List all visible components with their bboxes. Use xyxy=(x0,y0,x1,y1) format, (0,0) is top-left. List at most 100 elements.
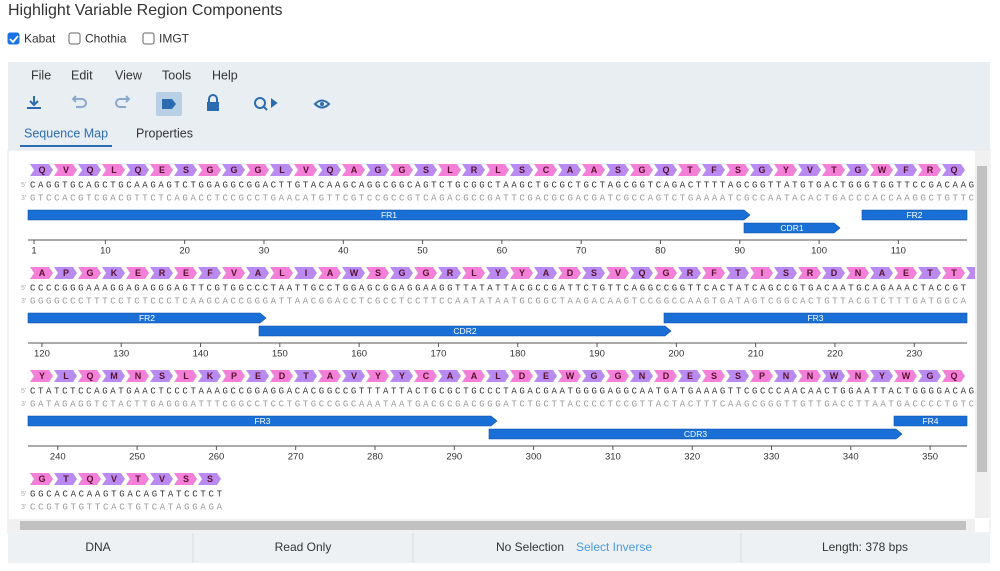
amino-acid[interactable] xyxy=(102,473,125,485)
amino-acid[interactable] xyxy=(78,370,101,382)
amino-acid[interactable] xyxy=(822,164,845,176)
amino-acid[interactable] xyxy=(726,370,749,382)
amino-acid[interactable] xyxy=(414,370,437,382)
amino-acid[interactable] xyxy=(150,164,173,176)
amino-acid[interactable] xyxy=(78,164,101,176)
amino-acid[interactable] xyxy=(126,164,149,176)
amino-acid[interactable] xyxy=(894,164,917,176)
amino-acid[interactable] xyxy=(126,473,149,485)
eye-icon[interactable] xyxy=(313,99,331,109)
amino-acid[interactable] xyxy=(966,267,989,279)
amino-acid[interactable] xyxy=(390,267,413,279)
amino-acid[interactable] xyxy=(78,267,101,279)
amino-acid[interactable] xyxy=(654,164,677,176)
amino-acid[interactable] xyxy=(366,267,389,279)
amino-acid[interactable] xyxy=(390,164,413,176)
amino-acid[interactable] xyxy=(534,370,557,382)
download-icon[interactable] xyxy=(27,96,41,109)
amino-acid[interactable] xyxy=(510,370,533,382)
menu-item[interactable]: View xyxy=(115,68,143,82)
amino-acid[interactable] xyxy=(606,267,629,279)
amino-acid[interactable] xyxy=(798,164,821,176)
amino-acid[interactable] xyxy=(510,164,533,176)
amino-acid[interactable] xyxy=(222,164,245,176)
amino-acid[interactable] xyxy=(126,370,149,382)
amino-acid[interactable] xyxy=(702,164,725,176)
amino-acid[interactable] xyxy=(222,267,245,279)
amino-acid[interactable] xyxy=(366,370,389,382)
amino-acid[interactable] xyxy=(774,370,797,382)
amino-acid[interactable] xyxy=(750,267,773,279)
amino-acid[interactable] xyxy=(294,164,317,176)
amino-acid[interactable] xyxy=(438,370,461,382)
amino-acid[interactable] xyxy=(870,164,893,176)
amino-acid[interactable] xyxy=(942,267,965,279)
amino-acid[interactable] xyxy=(102,267,125,279)
feature-arrow[interactable] xyxy=(488,428,903,440)
tab[interactable]: Sequence Map xyxy=(24,126,108,140)
amino-acid[interactable] xyxy=(174,370,197,382)
amino-acid[interactable] xyxy=(54,473,77,485)
amino-acid[interactable] xyxy=(630,267,653,279)
amino-acid[interactable] xyxy=(630,164,653,176)
amino-acid[interactable] xyxy=(942,370,965,382)
amino-acid[interactable] xyxy=(414,164,437,176)
amino-acid[interactable] xyxy=(654,267,677,279)
amino-acid[interactable] xyxy=(918,267,941,279)
amino-acid[interactable] xyxy=(198,164,221,176)
amino-acid[interactable] xyxy=(870,267,893,279)
amino-acid[interactable] xyxy=(270,164,293,176)
amino-acid[interactable] xyxy=(270,267,293,279)
tab[interactable]: Properties xyxy=(136,126,193,140)
amino-acid[interactable] xyxy=(798,267,821,279)
checkbox-label[interactable]: Kabat xyxy=(24,32,56,46)
amino-acid[interactable] xyxy=(798,370,821,382)
amino-acid[interactable] xyxy=(774,164,797,176)
amino-acid[interactable] xyxy=(270,370,293,382)
amino-acid[interactable] xyxy=(366,164,389,176)
menu-item[interactable]: Tools xyxy=(162,68,191,82)
feature-arrow[interactable] xyxy=(27,209,751,221)
amino-acid[interactable] xyxy=(750,370,773,382)
amino-acid[interactable] xyxy=(822,267,845,279)
amino-acid[interactable] xyxy=(534,267,557,279)
amino-acid[interactable] xyxy=(462,267,485,279)
select-inverse-link[interactable]: Select Inverse xyxy=(576,540,652,554)
amino-acid[interactable] xyxy=(174,164,197,176)
amino-acid[interactable] xyxy=(918,164,941,176)
amino-acid[interactable] xyxy=(678,267,701,279)
checkbox[interactable] xyxy=(142,32,155,45)
feature-arrow[interactable] xyxy=(743,222,841,234)
menu-item[interactable]: File xyxy=(31,68,51,82)
amino-acid[interactable] xyxy=(582,267,605,279)
amino-acid[interactable] xyxy=(54,370,77,382)
amino-acid[interactable] xyxy=(438,267,461,279)
feature-arrow[interactable] xyxy=(893,415,968,427)
amino-acid[interactable] xyxy=(342,370,365,382)
amino-acid[interactable] xyxy=(510,267,533,279)
amino-acid[interactable] xyxy=(582,164,605,176)
amino-acid[interactable] xyxy=(918,370,941,382)
amino-acid[interactable] xyxy=(198,370,221,382)
amino-acid[interactable] xyxy=(246,267,269,279)
amino-acid[interactable] xyxy=(462,370,485,382)
checkbox[interactable] xyxy=(68,32,81,45)
amino-acid[interactable] xyxy=(894,370,917,382)
amino-acid[interactable] xyxy=(294,370,317,382)
amino-acid[interactable] xyxy=(318,267,341,279)
amino-acid[interactable] xyxy=(558,267,581,279)
amino-acid[interactable] xyxy=(150,267,173,279)
amino-acid[interactable] xyxy=(606,164,629,176)
amino-acid[interactable] xyxy=(702,370,725,382)
feature-arrow[interactable] xyxy=(258,325,672,337)
undo-icon[interactable] xyxy=(71,95,87,108)
amino-acid[interactable] xyxy=(174,473,197,485)
amino-acid[interactable] xyxy=(198,267,221,279)
amino-acid[interactable] xyxy=(846,370,869,382)
amino-acid[interactable] xyxy=(846,267,869,279)
amino-acid[interactable] xyxy=(54,267,77,279)
amino-acid[interactable] xyxy=(894,267,917,279)
amino-acid[interactable] xyxy=(30,370,53,382)
amino-acid[interactable] xyxy=(198,473,221,485)
amino-acid[interactable] xyxy=(462,164,485,176)
